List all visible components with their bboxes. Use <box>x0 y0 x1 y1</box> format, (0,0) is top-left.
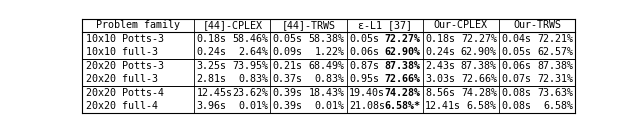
Text: 62.90%: 62.90% <box>385 47 420 57</box>
Text: 12.45s: 12.45s <box>196 87 233 98</box>
Text: 0.08s: 0.08s <box>501 101 531 111</box>
Text: 0.06s: 0.06s <box>349 47 379 57</box>
Text: 0.39s: 0.39s <box>273 101 303 111</box>
Text: 19.40s: 19.40s <box>349 87 385 98</box>
Text: 3.25s: 3.25s <box>196 61 227 71</box>
Text: 0.06s: 0.06s <box>501 61 531 71</box>
Text: 0.01%: 0.01% <box>238 101 268 111</box>
Text: 1.22%: 1.22% <box>314 47 344 57</box>
Text: 0.87s: 0.87s <box>349 61 379 71</box>
Text: 87.38%: 87.38% <box>537 61 573 71</box>
Text: 58.38%: 58.38% <box>308 34 344 44</box>
Text: 8.56s: 8.56s <box>425 87 455 98</box>
Text: [44]-CPLEX: [44]-CPLEX <box>202 20 262 30</box>
Text: 0.37s: 0.37s <box>273 74 303 84</box>
Text: 58.46%: 58.46% <box>232 34 268 44</box>
Text: 0.95s: 0.95s <box>349 74 379 84</box>
Text: 72.27%: 72.27% <box>385 34 420 44</box>
Text: 0.24s: 0.24s <box>425 47 455 57</box>
Text: [44]-TRWS: [44]-TRWS <box>282 20 335 30</box>
Text: Problem family: Problem family <box>97 20 180 30</box>
Text: 10x10 full-3: 10x10 full-3 <box>86 47 159 57</box>
Text: Our-TRWS: Our-TRWS <box>513 20 561 30</box>
Text: 0.21s: 0.21s <box>273 61 303 71</box>
Text: 0.18s: 0.18s <box>196 34 227 44</box>
Text: 23.62%: 23.62% <box>232 87 268 98</box>
Text: 0.09s: 0.09s <box>273 47 303 57</box>
Text: 12.41s: 12.41s <box>425 101 461 111</box>
Text: 0.83%: 0.83% <box>314 74 344 84</box>
Text: 72.31%: 72.31% <box>537 74 573 84</box>
Text: ε-L1 [37]: ε-L1 [37] <box>358 20 412 30</box>
Text: 2.64%: 2.64% <box>238 47 268 57</box>
Text: 0.04s: 0.04s <box>501 34 531 44</box>
Text: 0.05s: 0.05s <box>273 34 303 44</box>
Text: 87.38%: 87.38% <box>385 61 420 71</box>
Text: 0.18s: 0.18s <box>425 34 455 44</box>
Text: 0.83%: 0.83% <box>238 74 268 84</box>
Text: 62.57%: 62.57% <box>537 47 573 57</box>
Text: 6.58%: 6.58% <box>543 101 573 111</box>
Text: 18.43%: 18.43% <box>308 87 344 98</box>
Text: 20x20 full-3: 20x20 full-3 <box>86 74 159 84</box>
Text: 20x20 Potts-3: 20x20 Potts-3 <box>86 61 164 71</box>
Text: 20x20 Potts-4: 20x20 Potts-4 <box>86 87 164 98</box>
Text: 72.27%: 72.27% <box>461 34 497 44</box>
Text: 2.81s: 2.81s <box>196 74 227 84</box>
Text: 73.63%: 73.63% <box>537 87 573 98</box>
Text: 73.95%: 73.95% <box>232 61 268 71</box>
Text: 72.66%: 72.66% <box>461 74 497 84</box>
Text: 2.43s: 2.43s <box>425 61 455 71</box>
Text: 20x20 full-4: 20x20 full-4 <box>86 101 159 111</box>
Text: 0.24s: 0.24s <box>196 47 227 57</box>
Text: 72.66%: 72.66% <box>385 74 420 84</box>
Text: Our-CPLEX: Our-CPLEX <box>434 20 488 30</box>
Text: 0.07s: 0.07s <box>501 74 531 84</box>
Text: 0.39s: 0.39s <box>273 87 303 98</box>
Text: 74.28%: 74.28% <box>385 87 420 98</box>
Text: 10x10 Potts-3: 10x10 Potts-3 <box>86 34 164 44</box>
Text: 0.05s: 0.05s <box>501 47 531 57</box>
Text: 3.03s: 3.03s <box>425 74 455 84</box>
Text: 6.58%*: 6.58%* <box>385 101 420 111</box>
Text: 62.90%: 62.90% <box>461 47 497 57</box>
Text: 87.38%: 87.38% <box>461 61 497 71</box>
Text: 72.21%: 72.21% <box>537 34 573 44</box>
Text: 0.01%: 0.01% <box>314 101 344 111</box>
Text: 68.49%: 68.49% <box>308 61 344 71</box>
Text: 0.08s: 0.08s <box>501 87 531 98</box>
Text: 0.05s: 0.05s <box>349 34 379 44</box>
Text: 21.08s: 21.08s <box>349 101 385 111</box>
Text: 6.58%: 6.58% <box>467 101 497 111</box>
Text: 3.96s: 3.96s <box>196 101 227 111</box>
Text: 74.28%: 74.28% <box>461 87 497 98</box>
